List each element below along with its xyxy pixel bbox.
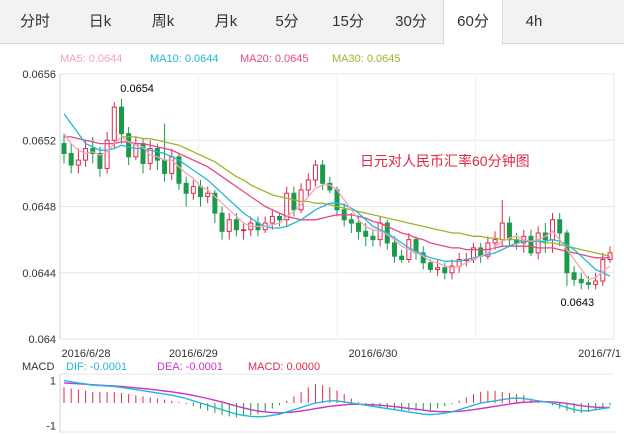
- candle-body: [90, 148, 96, 154]
- candle-body: [370, 235, 376, 241]
- candle-body: [305, 179, 311, 191]
- x-tick-label: 2016/6/29: [169, 348, 218, 360]
- candle-body: [205, 192, 211, 198]
- tab-4[interactable]: 5分: [275, 13, 299, 30]
- tab-8[interactable]: 4h: [525, 13, 543, 30]
- macd-legend-dea: DEA: -0.0001: [157, 361, 223, 373]
- candle-body: [593, 280, 599, 285]
- candle-body: [528, 235, 534, 254]
- y-tick-label: 0.0644: [22, 268, 56, 280]
- candle-body: [449, 265, 455, 274]
- candle-body: [284, 192, 290, 221]
- tab-5[interactable]: 15分: [332, 13, 364, 30]
- candle-body: [427, 262, 433, 270]
- candle-body: [269, 215, 275, 224]
- annotation-label: 0.0643: [560, 297, 594, 309]
- candle-body: [83, 148, 89, 161]
- candle-body: [291, 192, 297, 211]
- candle-body: [499, 222, 505, 241]
- annotation-label: 0.0654: [120, 83, 154, 95]
- candle-body: [399, 255, 405, 260]
- candle-body: [348, 219, 354, 224]
- candle-body: [104, 139, 110, 169]
- line-ma20: [64, 136, 610, 259]
- x-tick-label: 2016/6/28: [62, 348, 111, 360]
- legend-ma10: MA10: 0.0644: [150, 53, 219, 65]
- candle-body: [176, 156, 182, 184]
- candle-body: [571, 272, 577, 280]
- candle-body: [212, 192, 218, 214]
- tab-1[interactable]: 日k: [88, 13, 112, 30]
- x-tick-label: 2016/7/1: [578, 348, 621, 360]
- candle-body: [320, 164, 326, 184]
- y-tick-label: 0.064: [28, 334, 56, 346]
- candle-body: [356, 222, 362, 232]
- candle-body: [126, 133, 132, 158]
- candle-body: [442, 267, 448, 274]
- candle-body: [578, 278, 584, 284]
- candle-body: [564, 232, 570, 274]
- tab-0[interactable]: 分时: [19, 13, 50, 30]
- y-tick-label: 0.0648: [22, 202, 56, 214]
- candle-body: [557, 219, 563, 234]
- macd-line-dea: [63, 382, 610, 414]
- candle-body: [183, 182, 189, 194]
- candle-body: [97, 153, 103, 169]
- candle-body: [154, 148, 160, 161]
- macd-line-dif: [63, 380, 611, 418]
- tab-2[interactable]: 周k: [151, 13, 175, 30]
- tab-7[interactable]: 60分: [443, 0, 503, 45]
- line-ma10: [63, 113, 611, 277]
- candle-body: [75, 159, 81, 166]
- candle-body: [391, 242, 397, 257]
- macd-y-tick: -1: [46, 420, 56, 432]
- candle-body: [363, 230, 369, 237]
- candle-body: [68, 153, 74, 166]
- candle-body: [492, 239, 498, 244]
- exchange-rate-chart: 0.0656 0.0652 0.0648 0.0644 0.064 MA5: 0.0644…: [22, 53, 621, 433]
- candle-body: [585, 282, 591, 285]
- candle-body: [435, 267, 441, 270]
- candle-body: [298, 189, 304, 211]
- legend-ma30: MA30: 0.0645: [332, 53, 401, 65]
- candle-body: [312, 164, 318, 181]
- macd-y-tick: 1: [50, 376, 56, 388]
- candle-body: [118, 106, 124, 135]
- tab-6[interactable]: 30分: [395, 13, 427, 30]
- candle-body: [162, 159, 168, 174]
- y-tick-label: 0.0652: [22, 135, 56, 147]
- chart-title: 日元对人民币汇率60分钟图: [360, 153, 530, 169]
- candle-body: [550, 219, 556, 241]
- legend-ma20: MA20: 0.0645: [240, 53, 309, 65]
- candle-body: [190, 186, 196, 194]
- candle-body: [111, 106, 117, 141]
- candle-body: [61, 143, 67, 154]
- candle-body: [233, 219, 239, 231]
- macd-legend-up: MACD: 0.0000: [248, 361, 320, 373]
- candle-body: [277, 215, 283, 221]
- candle-body: [226, 219, 232, 232]
- line-ma5: [63, 133, 611, 281]
- candle-body: [198, 186, 203, 198]
- macd-label: MACD: [22, 361, 54, 373]
- candle-body: [241, 229, 247, 232]
- x-tick-label: 2016/6/30: [348, 348, 397, 360]
- candle-body: [535, 232, 541, 254]
- candle-body: [169, 156, 175, 174]
- candle-body: [219, 212, 225, 232]
- period-tab-bar: 分时 日k 周k 月k 5分 15分 30分 60分 4h: [0, 0, 624, 45]
- tab-3[interactable]: 月k: [214, 13, 238, 30]
- y-tick-label: 0.0656: [22, 69, 56, 81]
- macd-legend-dif: DIF: -0.0001: [66, 361, 127, 373]
- legend-ma5: MA5: 0.0644: [60, 53, 122, 65]
